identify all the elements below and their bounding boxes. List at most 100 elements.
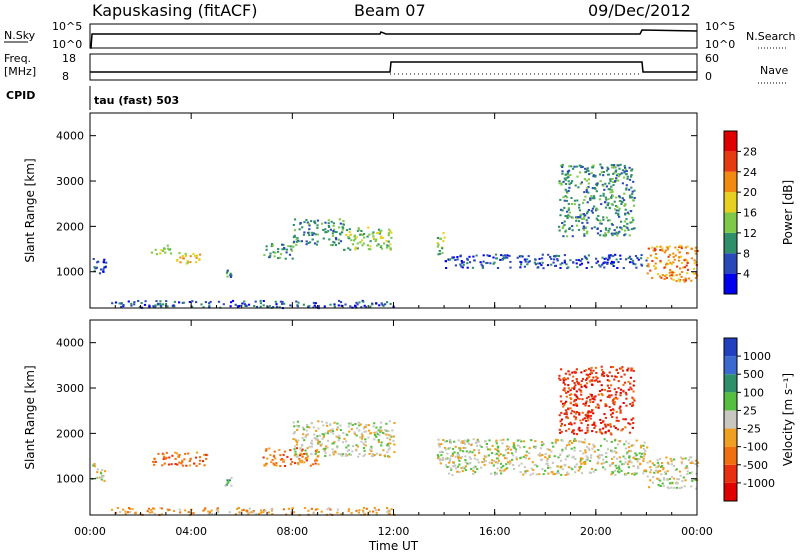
data-cell [625, 440, 628, 443]
data-cell [272, 306, 275, 309]
data-cell [575, 224, 579, 227]
data-cell [267, 511, 270, 514]
data-cell [568, 394, 571, 396]
data-cell [152, 460, 155, 463]
data-cell [438, 249, 441, 252]
data-cell [286, 455, 289, 458]
data-cell [436, 237, 439, 239]
data-cell [537, 453, 540, 456]
data-cell [679, 267, 682, 270]
data-cell [437, 243, 440, 246]
data-cell [334, 237, 338, 239]
data-cell [597, 404, 600, 407]
data-cell [316, 226, 319, 229]
data-cell [576, 266, 579, 269]
data-cell [353, 239, 356, 242]
data-cell [382, 236, 385, 239]
data-cell [624, 213, 627, 216]
data-cell [301, 453, 304, 456]
data-cell [497, 445, 500, 448]
data-cell [338, 434, 341, 437]
data-cell [578, 203, 581, 206]
data-cell [437, 442, 440, 445]
data-cell [452, 461, 455, 464]
data-cell [686, 268, 690, 271]
data-cell [344, 452, 347, 455]
data-cell [336, 428, 339, 431]
data-cell [686, 252, 689, 255]
data-cell [472, 472, 475, 475]
data-cell [332, 451, 335, 454]
data-cell [253, 305, 256, 307]
freq-label-1: Freq. [4, 52, 31, 65]
data-cell [614, 180, 617, 183]
data-cell [210, 513, 213, 515]
data-cell [632, 456, 635, 459]
data-cell [595, 190, 598, 193]
data-cell [374, 509, 377, 512]
data-cell [376, 452, 379, 455]
data-cell [612, 184, 615, 187]
data-cell [668, 482, 672, 485]
data-cell [361, 244, 364, 247]
data-cell [464, 447, 467, 449]
data-cell [345, 440, 348, 443]
data-cell [680, 486, 683, 489]
data-cell [562, 180, 565, 183]
data-cell [637, 467, 640, 469]
data-cell [345, 229, 349, 232]
data-cell [166, 244, 169, 247]
data-cell [561, 170, 564, 173]
data-cell [573, 399, 577, 402]
data-cell [307, 231, 310, 234]
data-cell [270, 508, 273, 510]
data-cell [363, 232, 366, 235]
data-cell [562, 225, 565, 228]
data-cell [303, 439, 306, 442]
data-cell [558, 428, 561, 431]
data-cell [459, 263, 462, 266]
data-cell [503, 257, 506, 260]
data-cell [534, 464, 537, 466]
data-cell [633, 473, 636, 476]
data-cell [580, 390, 583, 393]
data-cell [460, 467, 463, 470]
data-cell [631, 216, 634, 219]
data-cell [509, 260, 512, 263]
data-cell [691, 271, 694, 274]
data-cell [303, 452, 306, 455]
data-cell [682, 278, 685, 281]
data-cell [626, 463, 629, 466]
data-cell [307, 242, 310, 244]
data-cell [562, 196, 565, 199]
data-cell [616, 470, 620, 473]
data-cell [326, 432, 329, 435]
data-cell [462, 261, 465, 264]
data-cell [568, 227, 571, 230]
data-cell [552, 261, 555, 264]
data-cell [144, 300, 147, 303]
data-cell [336, 508, 339, 511]
data-cell [124, 512, 127, 515]
data-cell [186, 261, 189, 264]
data-cell [617, 209, 620, 212]
data-cell [579, 440, 582, 443]
data-cell [586, 374, 590, 376]
data-cell [202, 460, 205, 463]
data-cell [672, 252, 675, 255]
data-cell [559, 164, 563, 167]
data-cell [605, 452, 608, 454]
data-cell [601, 373, 604, 376]
data-cell [693, 478, 696, 481]
data-cell [443, 236, 446, 239]
data-cell [372, 231, 375, 234]
data-cell [570, 182, 573, 184]
data-cell [178, 454, 181, 456]
data-cell [570, 203, 574, 205]
data-cell [606, 166, 609, 169]
data-cell [104, 266, 107, 269]
data-cell [515, 458, 518, 461]
data-cell [608, 405, 611, 408]
data-cell [539, 454, 542, 457]
data-cell [556, 259, 559, 262]
